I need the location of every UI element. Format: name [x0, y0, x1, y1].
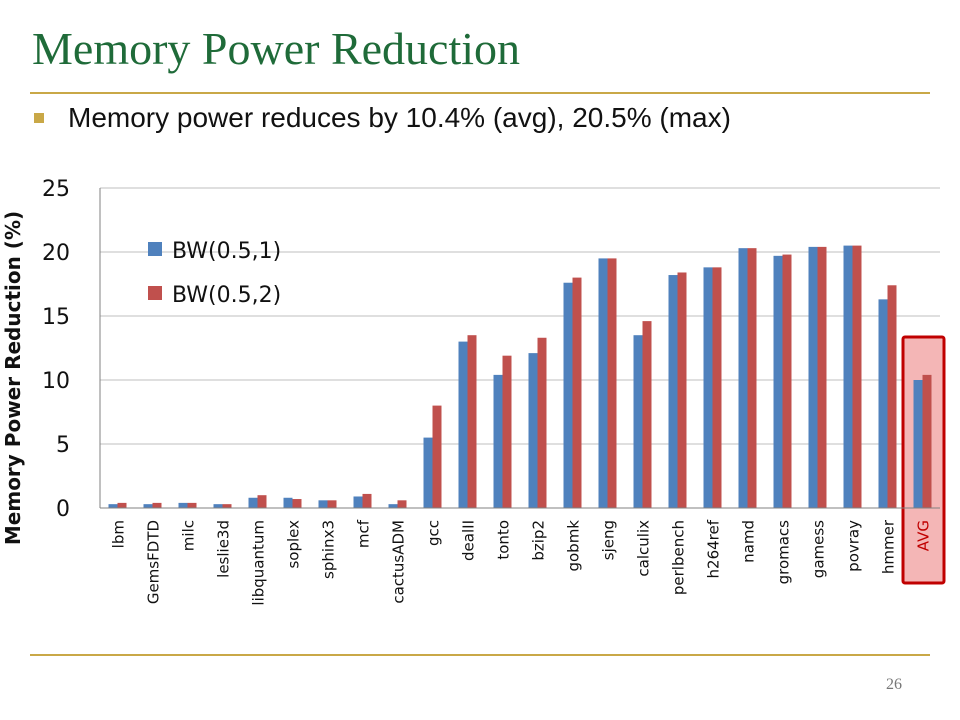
bar-bw-0-5-2: [782, 254, 792, 508]
x-tick-label: h264ref: [705, 519, 723, 578]
bar-bw-0-5-2: [187, 502, 197, 508]
bar-bw-0-5-2: [922, 374, 932, 508]
x-tick-label: mcf: [355, 519, 373, 548]
legend-label: BW(0.5,2): [172, 283, 281, 308]
bar-bw-0-5-2: [747, 248, 757, 508]
y-tick-label: 5: [56, 433, 70, 458]
x-tick-label: sjeng: [600, 520, 618, 560]
bar-bw-0-5-2: [362, 493, 372, 508]
x-tick-label: GemsFDTD: [145, 520, 163, 604]
x-tick-label: milc: [180, 520, 198, 551]
bar-bw-0-5-1: [913, 380, 923, 508]
legend-swatch: [148, 242, 162, 256]
x-tick-label: bzip2: [530, 520, 548, 561]
bullet-square-icon: [34, 113, 44, 123]
bullet-point: Memory power reduces by 10.4% (avg), 20.…: [34, 102, 731, 134]
x-tick-label: AVG: [915, 520, 933, 551]
bar-bw-0-5-1: [248, 497, 258, 508]
bar-bw-0-5-1: [143, 504, 153, 508]
bar-bw-0-5-2: [467, 335, 477, 508]
bar-bw-0-5-2: [572, 277, 582, 508]
bar-bw-0-5-2: [257, 495, 267, 508]
legend-swatch: [148, 286, 162, 300]
bottom-divider: [30, 654, 930, 656]
bar-bw-0-5-1: [423, 437, 433, 508]
y-tick-label: 20: [42, 241, 70, 266]
bullet-text: Memory power reduces by 10.4% (avg), 20.…: [68, 102, 731, 133]
bar-bw-0-5-2: [152, 502, 162, 508]
bar-bw-0-5-1: [528, 353, 538, 508]
slide-title: Memory Power Reduction: [32, 23, 521, 74]
x-tick-label: calculix: [635, 520, 653, 577]
x-tick-label: gobmk: [565, 520, 583, 572]
x-tick-label: soplex: [285, 520, 303, 569]
x-tick-label: lbm: [110, 520, 128, 548]
bar-bw-0-5-2: [117, 502, 127, 508]
x-tick-label: cactusADM: [390, 520, 408, 604]
y-tick-label: 25: [42, 177, 70, 202]
bar-bw-0-5-1: [773, 255, 783, 508]
y-tick-label: 0: [56, 497, 70, 522]
x-tick-label: gcc: [425, 520, 443, 546]
bar-bw-0-5-2: [607, 258, 617, 508]
bar-bw-0-5-2: [397, 500, 407, 508]
x-tick-label: hmmer: [880, 519, 898, 574]
bar-bw-0-5-2: [712, 267, 722, 508]
x-tick-label: tonto: [495, 520, 513, 560]
bar-bw-0-5-1: [563, 282, 573, 508]
x-tick-label: libquantum: [250, 520, 268, 606]
bar-bw-0-5-1: [703, 267, 713, 508]
bar-bw-0-5-2: [537, 337, 547, 508]
bar-bw-0-5-1: [388, 504, 398, 508]
bar-bw-0-5-2: [817, 246, 827, 508]
y-tick-label: 15: [42, 305, 70, 330]
bar-bw-0-5-2: [502, 355, 512, 508]
bar-bw-0-5-2: [677, 272, 687, 508]
x-tick-label: dealII: [460, 520, 478, 561]
bar-bw-0-5-1: [808, 246, 818, 508]
x-tick-label: leslie3d: [215, 520, 233, 578]
bar-bw-0-5-1: [353, 496, 363, 508]
bar-bw-0-5-1: [598, 258, 608, 508]
bar-bw-0-5-1: [318, 500, 328, 508]
bar-bw-0-5-1: [668, 275, 678, 508]
bar-bw-0-5-1: [878, 299, 888, 508]
x-tick-label: gromacs: [775, 520, 793, 585]
bar-bw-0-5-2: [887, 285, 897, 508]
bar-bw-0-5-2: [852, 245, 862, 508]
bar-bw-0-5-2: [642, 321, 652, 508]
x-tick-label: gamess: [810, 520, 828, 578]
page-number: 26: [886, 676, 902, 693]
bar-bw-0-5-1: [738, 248, 748, 508]
y-tick-label: 10: [42, 369, 70, 394]
bar-bw-0-5-2: [327, 500, 337, 508]
bar-bw-0-5-1: [108, 504, 118, 508]
bar-bw-0-5-2: [222, 504, 232, 508]
top-divider: [30, 92, 930, 94]
bar-bw-0-5-1: [458, 341, 468, 508]
x-tick-label: sphinx3: [320, 520, 338, 579]
legend-label: BW(0.5,1): [172, 239, 281, 264]
x-tick-label: namd: [740, 520, 758, 563]
bar-bw-0-5-1: [213, 504, 223, 508]
bar-bw-0-5-1: [633, 335, 643, 508]
bar-chart: 0 5 10 15 20 25 lbm GemsFDTD milc leslie3d libquan…: [1, 177, 946, 606]
bar-bw-0-5-1: [843, 245, 853, 508]
x-tick-label: perlbench: [670, 520, 688, 595]
bar-bw-0-5-1: [493, 374, 503, 508]
x-tick-label: povray: [845, 520, 863, 572]
y-axis-title: Memory Power Reduction (%): [1, 211, 25, 545]
bar-bw-0-5-2: [432, 405, 442, 508]
bar-bw-0-5-1: [283, 497, 293, 508]
bar-bw-0-5-2: [292, 499, 302, 508]
bar-bw-0-5-1: [178, 502, 188, 508]
